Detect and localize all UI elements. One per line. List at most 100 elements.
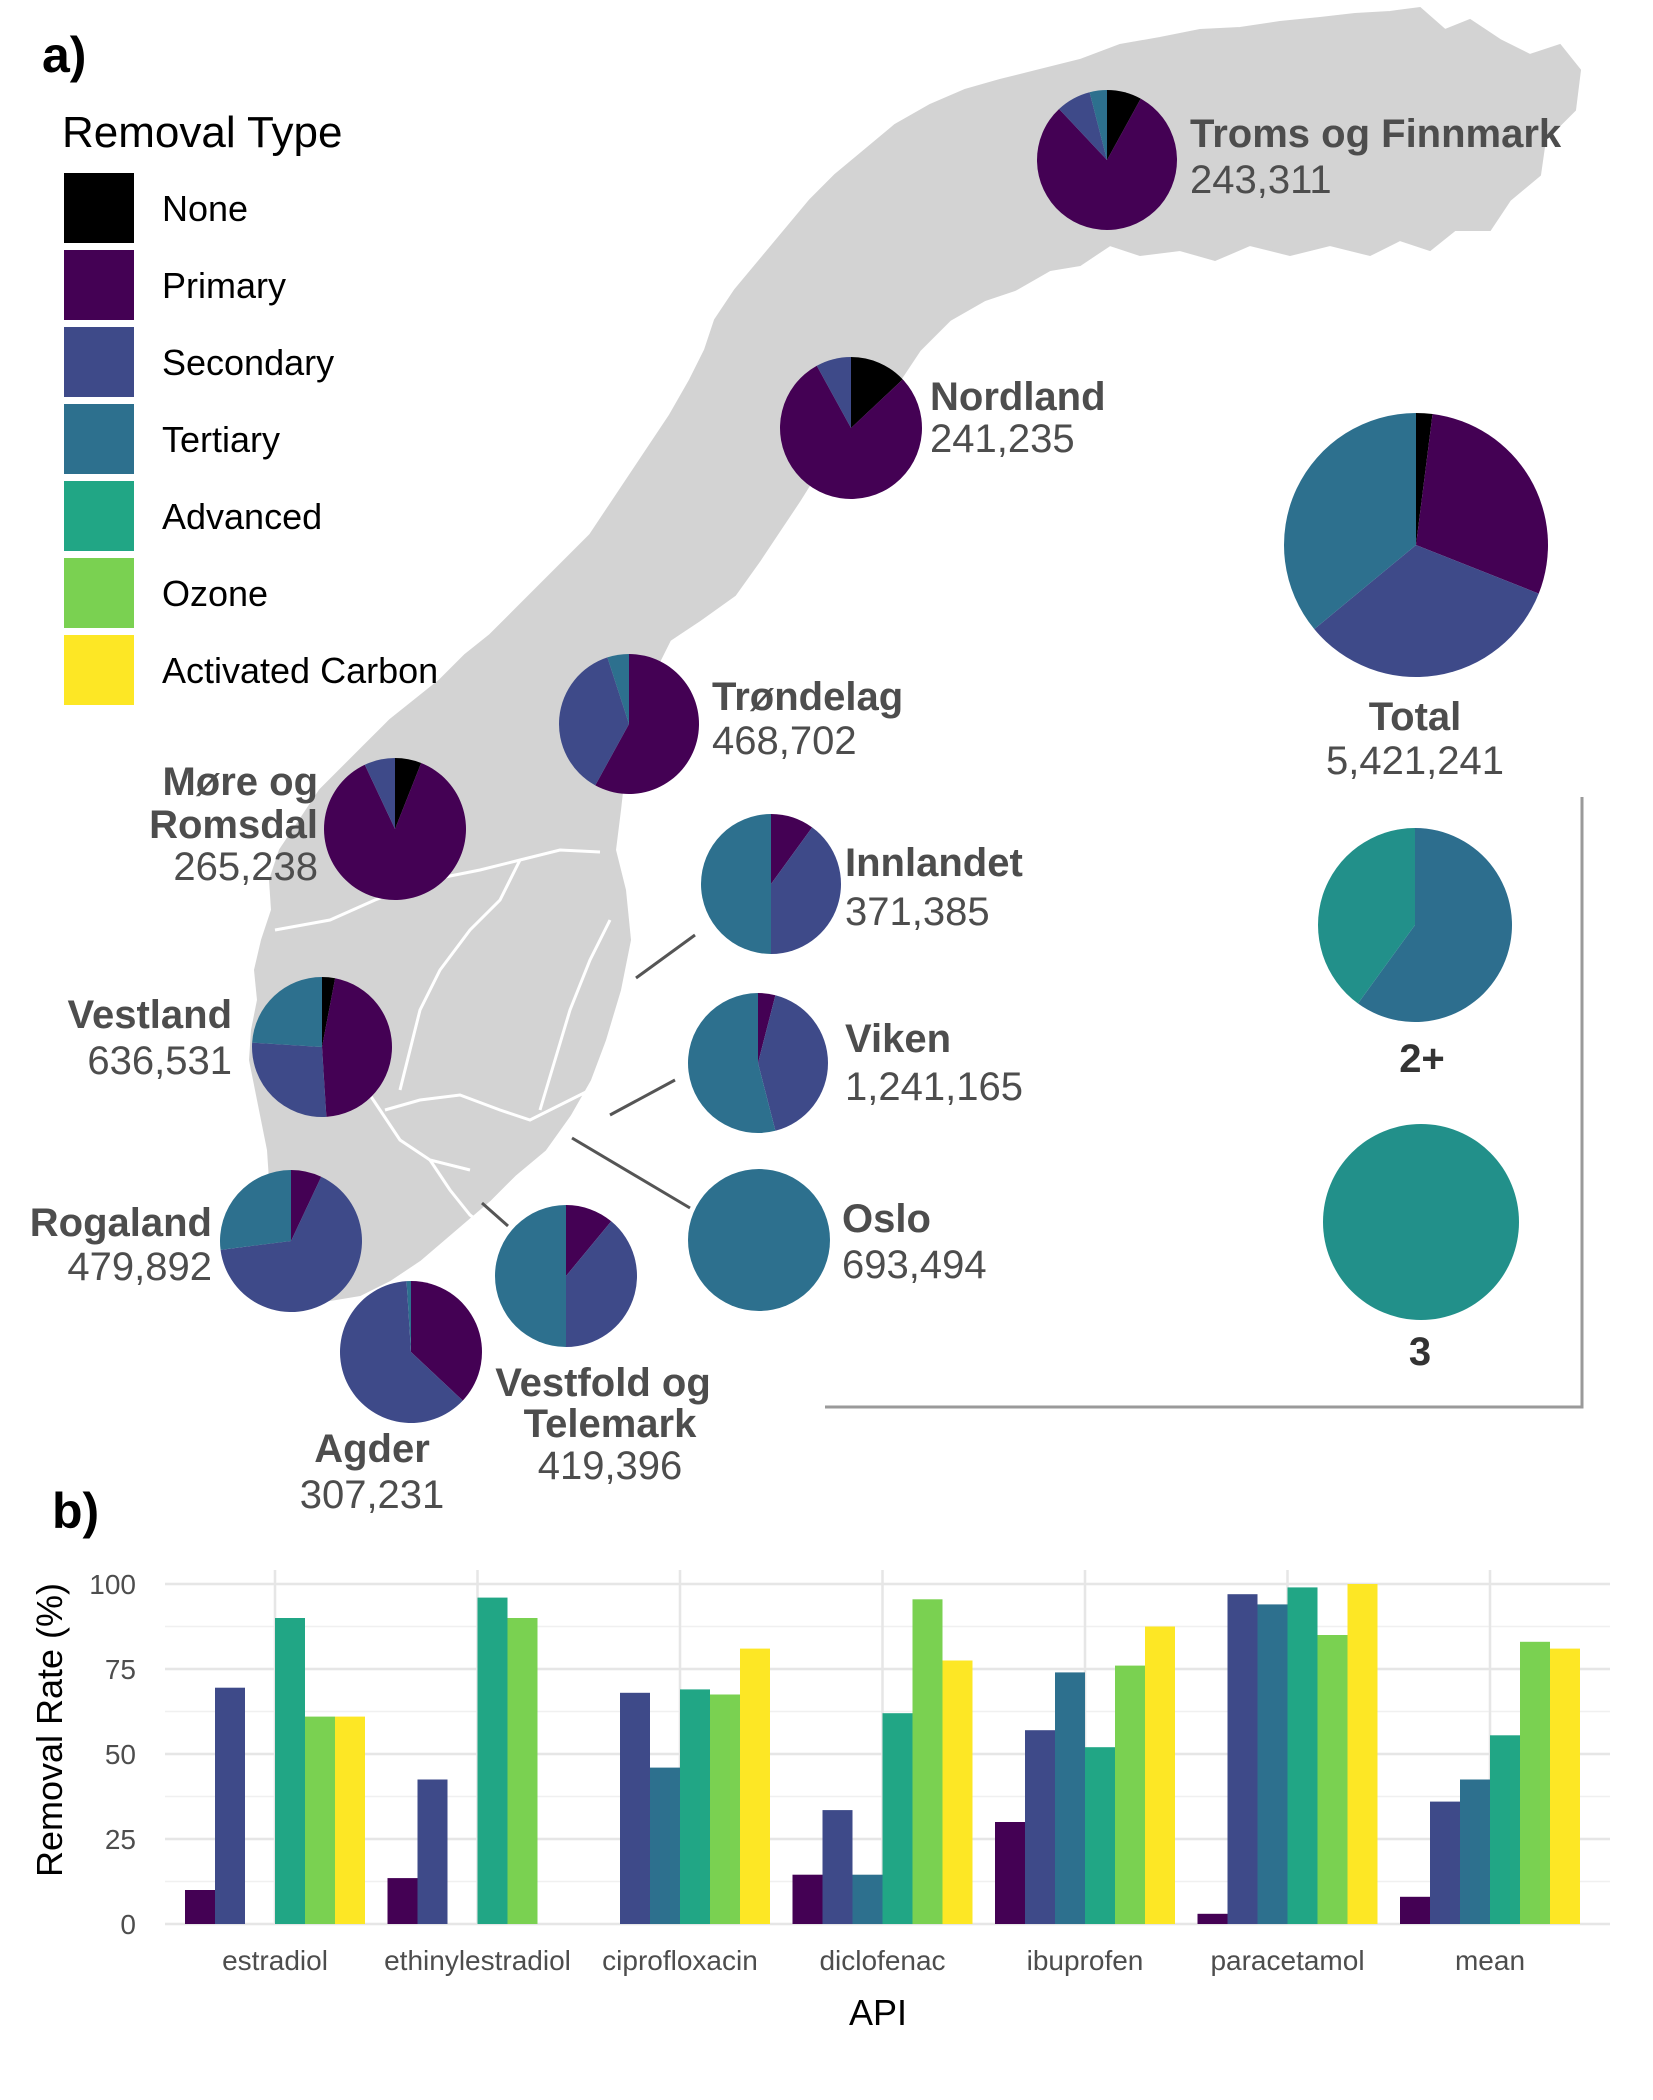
bar-ethinylestradiol-primary <box>387 1878 418 1924</box>
slice-viken-primary <box>758 993 776 1063</box>
bar-chart-x-ticks: estradiol ethinylestradiol ciprofloxacin di… <box>222 1945 1525 1976</box>
pop-total: 5,421,241 <box>1326 739 1504 783</box>
slice-total-primary <box>1416 414 1548 594</box>
pie-vestfold-og-telemark <box>495 1205 637 1347</box>
bar-ciprofloxacin-ozone <box>710 1694 740 1924</box>
slice-m-re-og-romsdal-secondary <box>364 758 395 829</box>
panel-b: b) 0 25 50 75 100 estradiol ethinylestradiol c… <box>29 1483 1610 2033</box>
label-oslo: Oslo <box>842 1197 931 1241</box>
x-tick-label: mean <box>1455 1945 1525 1976</box>
slice-tr-ndelag-primary <box>595 654 699 794</box>
x-tick-label: paracetamol <box>1210 1945 1364 1976</box>
label-vestfold-og-telemark-1: Vestfold og <box>495 1361 711 1405</box>
label-rogaland: Rogaland <box>30 1201 212 1245</box>
pie-viken <box>687 993 828 1133</box>
x-tick-label: diclofenac <box>819 1945 945 1976</box>
label-innlandet: Innlandet <box>845 841 1023 885</box>
connector-innlandet <box>635 933 696 980</box>
panel-b-label: b) <box>52 1483 99 1539</box>
slice-viken-secondary <box>758 995 828 1131</box>
x-tick-label: ethinylestradiol <box>384 1945 571 1976</box>
label-more-og-romsdal-2: Romsdal <box>149 803 318 847</box>
legend-label-primary: Primary <box>162 265 286 306</box>
connector-viken <box>609 1078 676 1117</box>
legend-items: None Primary Secondary Tertiary Advanced Ozon… <box>64 173 438 705</box>
slice-m-re-og-romsdal-none <box>395 758 422 829</box>
pop-nordland: 241,235 <box>930 417 1075 461</box>
bar-mean-tertiary <box>1460 1779 1490 1924</box>
pie-inset-2 <box>1318 828 1512 1023</box>
pie-nordland <box>779 357 922 499</box>
slice-viken-tertiary <box>687 993 776 1133</box>
slice-vestland-tertiary <box>252 977 322 1047</box>
label-nordland: Nordland <box>930 375 1106 419</box>
bar-estradiol-activated-carbon <box>335 1716 365 1924</box>
legend-label-advanced: Advanced <box>162 496 322 537</box>
bar-ciprofloxacin-secondary <box>620 1692 650 1924</box>
bar-diclofenac-secondary <box>822 1810 853 1924</box>
y-tick-label: 75 <box>105 1654 136 1685</box>
slice-vestland-none <box>322 977 336 1047</box>
pie-oslo <box>688 1169 830 1311</box>
slice-rogaland-secondary <box>220 1176 362 1313</box>
bar-ethinylestradiol-secondary <box>417 1779 448 1924</box>
inset-box <box>825 797 1584 1409</box>
slice-oslo-tertiary <box>688 1169 830 1311</box>
bar-mean-activated-carbon <box>1550 1648 1580 1924</box>
legend-swatch-advanced <box>64 481 134 551</box>
slice-troms-og-finnmark-primary <box>1037 98 1177 230</box>
region-labels: Troms og Finnmark 243,311 Nordland 241,2… <box>30 112 1562 1517</box>
pie-troms-og-finnmark <box>1037 90 1177 230</box>
panel-a: a) Removal Type None Primary Secondary Tert… <box>30 6 1584 1517</box>
label-viken: Viken <box>845 1017 951 1061</box>
slice-rogaland-tertiary <box>219 1170 291 1250</box>
legend: Removal Type None Primary Secondary Tertiar… <box>62 108 438 705</box>
bar-estradiol-ozone <box>305 1716 335 1924</box>
slice-innlandet-secondary <box>771 827 841 954</box>
bar-diclofenac-tertiary <box>852 1874 883 1924</box>
y-tick-label: 100 <box>89 1569 136 1600</box>
y-axis-title: Removal Rate (%) <box>29 1583 70 1877</box>
legend-label-ozone: Ozone <box>162 573 268 614</box>
label-more-og-romsdal-1: Møre og <box>162 760 318 804</box>
legend-swatch-none <box>64 173 134 243</box>
slice-vestfold-og-telemark-tertiary <box>495 1205 566 1347</box>
label-troms-og-finnmark: Troms og Finnmark <box>1190 112 1562 156</box>
bar-chart-bars <box>185 1584 1580 1924</box>
slice-agder-secondary <box>340 1281 463 1423</box>
slice-inset-2-tertiary <box>1357 828 1512 1023</box>
slice-vestland-secondary <box>252 1042 327 1117</box>
slice-troms-og-finnmark-secondary <box>1059 92 1107 160</box>
label-total: Total <box>1369 695 1462 739</box>
legend-swatch-tertiary <box>64 404 134 474</box>
bar-chart-y-ticks: 0 25 50 75 100 <box>89 1569 136 1940</box>
slice-tr-ndelag-secondary <box>559 657 629 786</box>
label-trondelag: Trøndelag <box>712 675 903 719</box>
connector-lines <box>481 933 696 1228</box>
slice-m-re-og-romsdal-primary <box>324 762 467 900</box>
pie-innlandet <box>701 814 841 954</box>
bar-paracetamol-secondary <box>1227 1594 1258 1924</box>
pop-troms-og-finnmark: 243,311 <box>1190 158 1332 202</box>
slice-nordland-none <box>851 357 903 428</box>
slice-innlandet-tertiary <box>701 814 771 954</box>
pie-inset-3 <box>1323 1124 1519 1320</box>
bar-ibuprofen-tertiary <box>1055 1672 1085 1924</box>
bar-paracetamol-ozone <box>1317 1635 1348 1924</box>
pop-oslo: 693,494 <box>842 1243 987 1287</box>
slice-total-secondary <box>1314 545 1539 678</box>
inset-label-3: 3 <box>1409 1330 1431 1374</box>
slice-vestfold-og-telemark-secondary <box>566 1221 637 1347</box>
bar-diclofenac-activated-carbon <box>942 1660 973 1924</box>
slice-troms-og-finnmark-none <box>1107 90 1141 160</box>
x-tick-label: ciprofloxacin <box>602 1945 758 1976</box>
panel-a-label: a) <box>42 27 86 83</box>
pop-vestland: 636,531 <box>87 1039 232 1083</box>
pop-rogaland: 479,892 <box>67 1245 212 1289</box>
slice-agder-primary <box>411 1281 483 1401</box>
label-agder: Agder <box>314 1427 430 1471</box>
bar-ciprofloxacin-activated-carbon <box>740 1648 770 1924</box>
connector-oslo <box>571 1136 691 1210</box>
bar-mean-primary <box>1400 1896 1430 1924</box>
bar-paracetamol-activated-carbon <box>1347 1584 1378 1924</box>
